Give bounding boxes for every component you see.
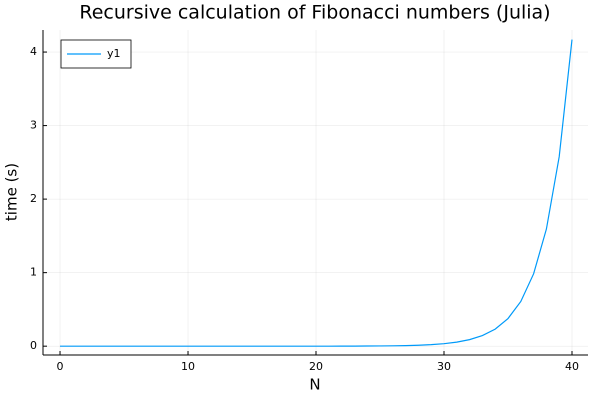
y-tick-label: 4 xyxy=(30,45,37,58)
x-axis-label: N xyxy=(309,376,320,394)
chart-title: Recursive calculation of Fibonacci numbe… xyxy=(79,2,550,24)
legend-label: y1 xyxy=(107,47,121,60)
x-tick-label: 0 xyxy=(57,360,64,373)
x-tick-label: 40 xyxy=(565,360,579,373)
line xyxy=(60,39,573,347)
y-tick-label: 0 xyxy=(30,339,37,352)
y-tick-label: 1 xyxy=(30,266,37,279)
x-tick-label: 10 xyxy=(181,360,195,373)
y-axis-label: time (s) xyxy=(3,163,21,221)
y-tick-label: 2 xyxy=(30,192,37,205)
y-tick-label: 3 xyxy=(30,119,37,132)
x-tick-label: 30 xyxy=(437,360,451,373)
x-tick-label: 20 xyxy=(309,360,323,373)
